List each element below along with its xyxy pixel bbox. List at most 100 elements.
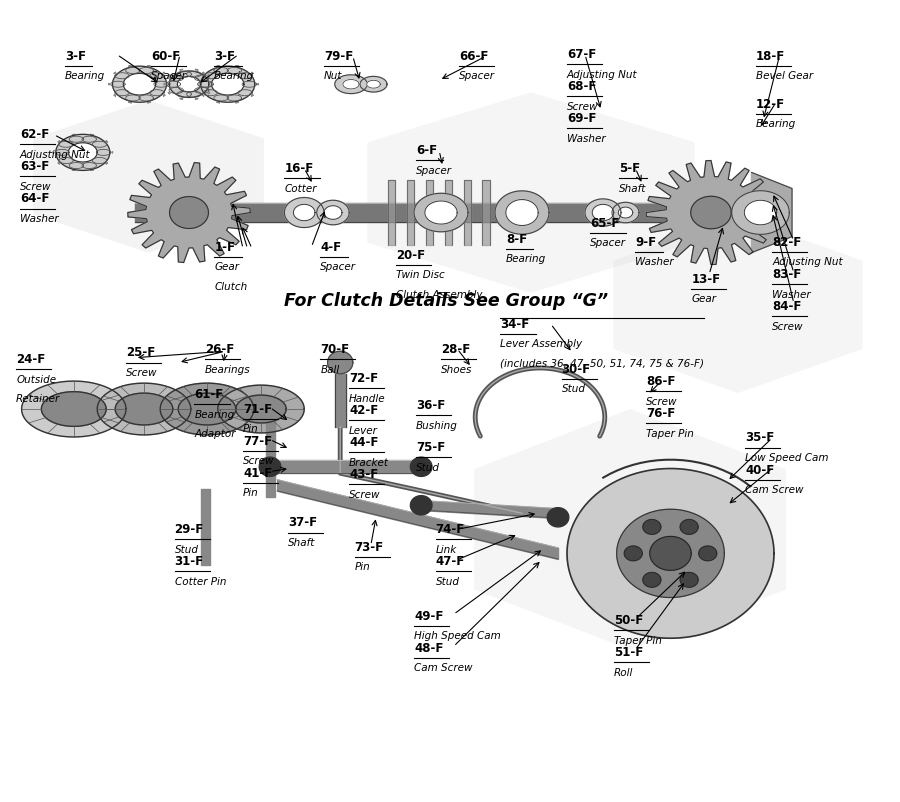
Text: Nut: Nut: [324, 71, 343, 81]
Polygon shape: [643, 520, 661, 534]
Polygon shape: [698, 546, 716, 561]
Polygon shape: [680, 573, 698, 587]
Text: Gear: Gear: [214, 262, 239, 272]
Polygon shape: [613, 217, 863, 393]
Text: Adjusting Nut: Adjusting Nut: [567, 70, 637, 79]
Text: Cam Screw: Cam Screw: [414, 663, 472, 673]
Text: Stud: Stud: [436, 577, 460, 586]
Text: 35-F: 35-F: [745, 431, 774, 444]
Text: 49-F: 49-F: [414, 610, 444, 622]
Polygon shape: [691, 196, 731, 229]
Polygon shape: [168, 92, 170, 94]
Text: 42-F: 42-F: [349, 404, 378, 417]
Polygon shape: [680, 520, 698, 534]
Text: Shaft: Shaft: [288, 538, 315, 548]
Text: 6-F: 6-F: [416, 144, 436, 157]
Text: (includes 36, 47, 50, 51, 74, 75 & 76-F): (includes 36, 47, 50, 51, 74, 75 & 76-F): [500, 358, 705, 368]
Text: 20-F: 20-F: [396, 249, 425, 261]
Text: 77-F: 77-F: [243, 435, 272, 448]
Polygon shape: [113, 95, 116, 96]
Text: Shoes: Shoes: [441, 365, 472, 375]
Text: 75-F: 75-F: [416, 441, 445, 454]
Text: 9-F: 9-F: [635, 236, 656, 249]
Text: 44-F: 44-F: [349, 436, 379, 449]
Polygon shape: [178, 393, 236, 425]
Text: 76-F: 76-F: [646, 407, 675, 420]
Text: High Speed Cam: High Speed Cam: [414, 631, 500, 641]
Text: 67-F: 67-F: [567, 48, 596, 61]
Text: 8-F: 8-F: [506, 233, 526, 245]
Text: Pin: Pin: [243, 424, 259, 434]
Polygon shape: [625, 546, 643, 561]
Text: 34-F: 34-F: [500, 318, 530, 330]
Text: 79-F: 79-F: [324, 50, 353, 63]
Polygon shape: [169, 196, 209, 229]
Text: Bearing: Bearing: [214, 71, 255, 81]
Polygon shape: [284, 197, 324, 228]
Polygon shape: [328, 351, 353, 374]
Text: 47-F: 47-F: [436, 555, 464, 568]
Polygon shape: [414, 193, 468, 232]
Text: Screw: Screw: [243, 456, 274, 466]
Text: 60-F: 60-F: [151, 50, 180, 63]
Polygon shape: [650, 537, 691, 570]
Text: Screw: Screw: [126, 368, 158, 378]
Polygon shape: [732, 191, 789, 234]
Polygon shape: [160, 383, 254, 435]
Polygon shape: [163, 72, 166, 74]
Text: Twin Disc: Twin Disc: [396, 270, 445, 280]
Polygon shape: [612, 202, 639, 223]
Polygon shape: [218, 385, 304, 433]
Text: Screw: Screw: [646, 397, 678, 407]
Text: Spacer: Spacer: [459, 71, 495, 81]
Text: 5-F: 5-F: [619, 162, 640, 175]
Text: 82-F: 82-F: [772, 236, 801, 249]
Polygon shape: [58, 140, 60, 142]
Text: Spacer: Spacer: [151, 71, 187, 81]
Text: Cotter Pin: Cotter Pin: [175, 577, 226, 586]
Polygon shape: [367, 92, 695, 293]
Text: Taper Pin: Taper Pin: [646, 429, 694, 439]
Text: 62-F: 62-F: [20, 128, 49, 141]
Polygon shape: [163, 95, 166, 96]
Text: 72-F: 72-F: [349, 372, 378, 385]
Polygon shape: [744, 200, 777, 225]
Polygon shape: [168, 75, 170, 76]
Text: Clutch Assembly: Clutch Assembly: [396, 290, 482, 299]
Text: 73-F: 73-F: [355, 541, 383, 553]
Text: Outside: Outside: [16, 375, 57, 384]
Text: 74-F: 74-F: [436, 523, 464, 536]
Polygon shape: [105, 163, 108, 164]
Polygon shape: [58, 163, 60, 164]
Polygon shape: [115, 393, 173, 425]
Polygon shape: [212, 74, 244, 95]
Text: Spacer: Spacer: [590, 238, 626, 248]
Polygon shape: [410, 496, 432, 515]
Text: Screw: Screw: [772, 322, 804, 331]
Text: 83-F: 83-F: [772, 268, 801, 281]
Text: Screw: Screw: [20, 182, 51, 192]
Text: Adjusting Nut: Adjusting Nut: [20, 150, 90, 160]
Text: Pin: Pin: [355, 562, 371, 572]
Polygon shape: [367, 80, 380, 88]
Text: 18-F: 18-F: [756, 50, 785, 63]
Polygon shape: [56, 135, 110, 170]
Text: Lever: Lever: [349, 426, 378, 435]
Polygon shape: [567, 468, 774, 638]
Text: 65-F: 65-F: [590, 217, 620, 229]
Text: Washer: Washer: [567, 134, 606, 144]
Text: 31-F: 31-F: [175, 555, 203, 568]
Text: 68-F: 68-F: [567, 80, 597, 93]
Text: 37-F: 37-F: [288, 516, 317, 529]
Polygon shape: [236, 395, 286, 423]
Polygon shape: [22, 381, 126, 437]
Polygon shape: [208, 92, 210, 94]
Text: Handle: Handle: [349, 394, 386, 403]
Polygon shape: [177, 76, 201, 92]
Polygon shape: [317, 200, 349, 225]
Text: 64-F: 64-F: [20, 192, 50, 205]
Text: Washer: Washer: [635, 257, 674, 267]
Polygon shape: [97, 383, 191, 435]
Text: Washer: Washer: [20, 214, 58, 224]
Polygon shape: [752, 172, 792, 253]
